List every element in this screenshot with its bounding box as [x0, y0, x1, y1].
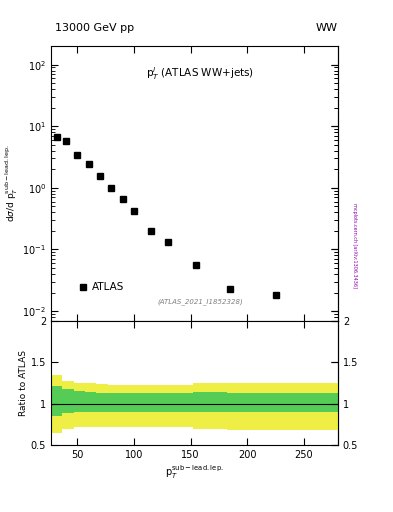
Y-axis label: d$\sigma$/d p$_T^{\mathrm{sub-lead. lep.}}$: d$\sigma$/d p$_T^{\mathrm{sub-lead. lep.… — [3, 144, 20, 222]
Text: mcplots.cern.ch [arXiv:1306.3436]: mcplots.cern.ch [arXiv:1306.3436] — [352, 203, 357, 288]
Text: WW: WW — [316, 23, 338, 33]
Text: 13000 GeV pp: 13000 GeV pp — [55, 23, 134, 33]
Text: p$_T^l$ (ATLAS WW+jets): p$_T^l$ (ATLAS WW+jets) — [146, 66, 254, 82]
X-axis label: p$_T^{\mathrm{sub-lead. lep.}}$: p$_T^{\mathrm{sub-lead. lep.}}$ — [165, 463, 224, 481]
Text: ATLAS: ATLAS — [92, 282, 124, 291]
Y-axis label: Ratio to ATLAS: Ratio to ATLAS — [19, 350, 28, 416]
Text: (ATLAS_2021_I1852328): (ATLAS_2021_I1852328) — [158, 298, 243, 305]
